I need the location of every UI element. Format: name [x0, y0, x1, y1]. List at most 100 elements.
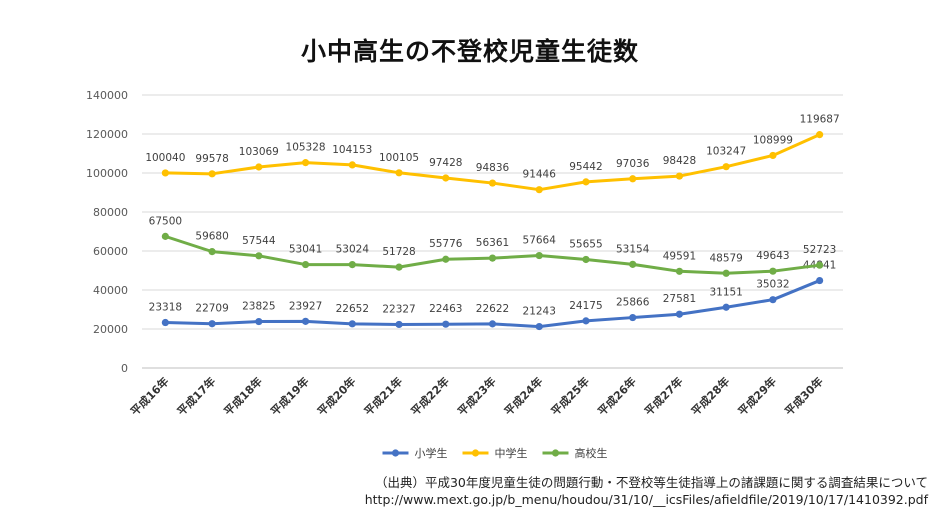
x-tick-label: 平成19年: [268, 374, 312, 418]
data-label: 23927: [289, 300, 322, 312]
data-label: 51728: [382, 246, 415, 258]
data-label: 119687: [800, 114, 840, 126]
data-point: [348, 261, 356, 269]
series-3: 67500 59680 57544 53041 53024 51728 55776 56361…: [149, 215, 836, 277]
data-point: [395, 263, 403, 271]
data-point: [395, 169, 403, 177]
data-label: 105328: [286, 142, 326, 154]
data-label: 91446: [523, 169, 557, 181]
data-point: [816, 261, 824, 269]
data-label: 53154: [616, 243, 650, 255]
legend-label: 高校生: [575, 446, 608, 460]
data-point: [675, 172, 684, 180]
legend-swatch-marker: [471, 449, 480, 457]
source-line-1: （出典）平成30年度児童生徒の問題行動・不登校等生徒指導上の諸課題に関する調査結…: [374, 475, 928, 490]
data-point: [255, 252, 263, 260]
legend-item: 中学生: [462, 446, 528, 460]
legend-item: 小学生: [382, 446, 448, 460]
data-label: 22327: [382, 303, 415, 315]
data-label: 67500: [149, 215, 182, 227]
data-point: [722, 303, 730, 311]
data-point: [488, 254, 497, 262]
x-tick-label: 平成25年: [548, 374, 592, 418]
data-point: [722, 269, 730, 277]
data-label: 95442: [569, 161, 602, 173]
data-point: [582, 317, 590, 325]
data-label: 22622: [476, 303, 509, 315]
data-point: [816, 276, 824, 285]
y-tick-label: 80000: [93, 206, 128, 219]
legend-item: 高校生: [542, 446, 608, 460]
data-point: [816, 131, 824, 139]
data-label: 57544: [242, 235, 276, 247]
data-label: 24175: [569, 300, 602, 312]
data-label: 98428: [663, 155, 696, 167]
data-point: [535, 186, 543, 194]
data-point: [769, 267, 777, 275]
data-label: 97036: [616, 158, 650, 170]
data-label: 103247: [706, 146, 746, 158]
data-point: [582, 178, 590, 186]
data-point: [255, 317, 263, 326]
data-point: [769, 296, 777, 304]
data-point: [722, 163, 730, 171]
data-point: [161, 169, 169, 177]
source-line-2: http://www.mext.go.jp/b_menu/houdou/31/1…: [364, 492, 928, 507]
data-label: 94836: [476, 162, 510, 174]
data-point: [442, 174, 450, 182]
data-label: 21243: [523, 306, 556, 318]
data-point: [629, 260, 637, 268]
x-tick-label: 平成22年: [408, 374, 452, 418]
data-label: 22652: [336, 303, 369, 315]
data-label: 22463: [429, 303, 462, 315]
y-tick-label: 20000: [93, 323, 128, 336]
x-tick-label: 平成21年: [361, 374, 405, 418]
legend-swatch-marker: [551, 449, 560, 457]
x-tick-label: 平成17年: [174, 374, 218, 418]
x-tick-label: 平成20年: [314, 374, 358, 418]
x-tick-label: 平成27年: [641, 374, 685, 418]
legend-label: 中学生: [495, 446, 528, 460]
x-axis: 平成16年 平成17年 平成18年 平成19年 平成20年 平成21年 平成22年 平成23年…: [127, 374, 825, 418]
data-label: 49591: [663, 250, 696, 262]
data-point: [442, 320, 450, 328]
data-label: 55655: [569, 238, 602, 250]
data-point: [535, 251, 543, 260]
chart-title: 小中高生の不登校児童生徒数: [300, 37, 639, 66]
data-label: 22709: [195, 303, 228, 315]
y-tick-label: 120000: [86, 128, 128, 141]
y-tick-label: 100000: [86, 167, 128, 180]
data-point: [582, 255, 590, 264]
data-point: [348, 320, 356, 328]
data-label: 108999: [753, 134, 793, 146]
data-point: [301, 159, 310, 167]
data-point: [675, 267, 684, 275]
y-axis: 0 20000 40000 60000 80000 100000 120000 140000: [86, 89, 128, 375]
x-tick-label: 平成16年: [127, 374, 171, 418]
data-label: 99578: [195, 153, 228, 165]
series-1: 23318 22709 23825 23927 22652 22327 22463 22622…: [149, 260, 836, 331]
data-label: 48579: [709, 252, 742, 264]
x-tick-label: 平成18年: [221, 374, 265, 418]
x-tick-label: 平成24年: [501, 374, 545, 418]
data-label: 27581: [663, 293, 696, 305]
x-tick-label: 平成30年: [782, 374, 826, 418]
data-point: [348, 161, 356, 169]
data-label: 97428: [429, 157, 462, 169]
data-label: 49643: [756, 250, 789, 262]
data-label: 23825: [242, 301, 275, 313]
y-tick-label: 0: [121, 362, 128, 375]
data-point: [255, 163, 263, 171]
data-label: 53041: [289, 244, 322, 256]
data-label: 59680: [195, 231, 228, 243]
data-point: [535, 322, 543, 331]
legend-label: 小学生: [415, 446, 448, 460]
data-label: 104153: [332, 144, 372, 156]
data-point: [442, 255, 450, 263]
data-point: [629, 175, 637, 183]
data-label: 35032: [756, 279, 789, 291]
data-point: [301, 317, 310, 325]
data-point: [629, 313, 637, 322]
data-label: 53024: [336, 244, 370, 256]
